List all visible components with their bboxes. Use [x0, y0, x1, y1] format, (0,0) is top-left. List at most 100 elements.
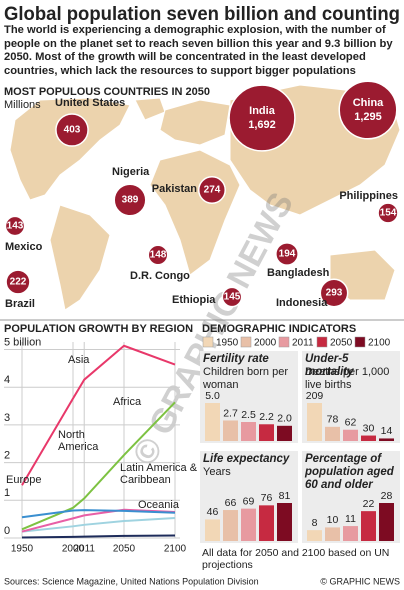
country-label: India: [249, 105, 276, 117]
bubble-value: 389: [122, 195, 139, 206]
x-tick-label: 2100: [164, 544, 187, 555]
x-tick-label: 1950: [11, 544, 34, 555]
value-label: 66: [225, 497, 237, 509]
bubble-value: 403: [64, 125, 81, 136]
series-label: Africa: [113, 396, 142, 408]
panel-title: Under-5 mortality: [305, 353, 354, 378]
bubble-value: 1,295: [354, 111, 382, 123]
chart-title: DEMOGRAPHIC INDICATORS: [202, 323, 356, 335]
country-label: Bangladesh: [267, 267, 330, 279]
bubble: [275, 242, 299, 266]
bar: [361, 511, 376, 541]
x-tick-label: 2000: [62, 544, 85, 555]
bar: [277, 503, 292, 541]
legend-swatch: [240, 336, 252, 348]
value-label: 22: [363, 498, 375, 510]
y-tick-label: 0: [4, 525, 10, 537]
y-tick-label: 4: [4, 374, 10, 386]
x-tick-label: 2011: [73, 544, 95, 555]
y-tick-label: 1: [4, 487, 10, 499]
bubble: [338, 80, 398, 140]
bubble: [5, 269, 31, 295]
intro: The world is experiencing a demographic …: [4, 24, 393, 77]
series-label: Oceania: [138, 499, 179, 511]
bar: [223, 420, 238, 441]
credit: © GRAPHIC NEWS: [320, 576, 400, 586]
bar: [205, 403, 220, 441]
bubble: [147, 244, 169, 266]
chart-title: POPULATION GROWTH BY REGION: [4, 323, 193, 335]
series-label: Asia: [68, 354, 90, 366]
bar: [379, 438, 394, 441]
bar: [277, 425, 292, 441]
panel-title: Life expectancy: [203, 453, 290, 465]
bubble-value: 222: [10, 277, 27, 288]
bubble-value: 274: [204, 185, 221, 196]
panel-title: Fertility rate: [203, 353, 269, 365]
legend-label: 2050: [330, 338, 353, 349]
country-label: United States: [55, 97, 125, 109]
x-tick-label: 2050: [113, 544, 136, 555]
value-label: 10: [327, 514, 339, 526]
legend-label: 2011: [292, 338, 314, 349]
note: All data for 2050 and 2100 based on UN p…: [202, 547, 390, 571]
series-line: [21, 344, 176, 486]
y-tick-label: 2: [4, 450, 10, 462]
bar: [259, 505, 274, 541]
value-label: 209: [306, 390, 324, 402]
bar: [259, 424, 274, 441]
value-label: 28: [381, 490, 393, 502]
bubble: [113, 183, 147, 217]
value-label: 5.0: [205, 390, 220, 402]
series-line: [21, 508, 176, 533]
panel-title: Percentage of population aged 60 and old…: [305, 453, 394, 491]
value-label: 81: [279, 490, 291, 502]
bar: [223, 510, 238, 541]
value-label: 78: [327, 414, 339, 426]
bar: [361, 435, 376, 441]
bar: [241, 508, 256, 541]
legend-label: 2000: [254, 338, 277, 349]
bubble: [228, 84, 296, 152]
value-label: 76: [261, 492, 273, 504]
bar: [325, 426, 340, 441]
legend-swatch: [202, 336, 214, 348]
value-label: 2.0: [277, 413, 292, 425]
y-tick-label: 5 billion: [4, 336, 41, 348]
bar: [205, 519, 220, 541]
bubble-value: 1,692: [248, 119, 276, 131]
bubble-value: 148: [150, 250, 167, 261]
series-line: [21, 509, 176, 519]
country-label: Mexico: [5, 241, 43, 253]
bubble-value: 145: [224, 292, 241, 303]
map-title: MOST POPULOUS COUNTRIES IN 2050: [4, 86, 210, 98]
value-label: 62: [345, 417, 357, 429]
bubble: [377, 202, 399, 224]
bar: [325, 527, 340, 541]
bubble: [4, 215, 26, 237]
value-label: 2.2: [259, 411, 274, 423]
legend-swatch: [278, 336, 290, 348]
value-label: 30: [363, 422, 375, 434]
legend-swatch: [354, 336, 366, 348]
bar: [241, 422, 256, 441]
country-label: Brazil: [5, 298, 35, 310]
series-label: Latin America & Caribbean: [120, 462, 198, 486]
value-label: 2.5: [241, 409, 256, 421]
series-label: North America: [58, 429, 99, 453]
panel-subtitle: Children born per woman: [203, 366, 288, 391]
series-line: [21, 401, 176, 531]
legend-swatch: [316, 336, 328, 348]
bar: [343, 526, 358, 541]
bubble-value: 154: [380, 208, 397, 219]
bubble: [319, 278, 349, 308]
bubble: [221, 286, 243, 308]
series-line: [21, 534, 176, 539]
bubble-value: 293: [326, 288, 343, 299]
value-label: 8: [312, 517, 318, 529]
bar: [379, 503, 394, 541]
panel-subtitle: Years: [203, 466, 231, 478]
bubble: [198, 176, 226, 204]
